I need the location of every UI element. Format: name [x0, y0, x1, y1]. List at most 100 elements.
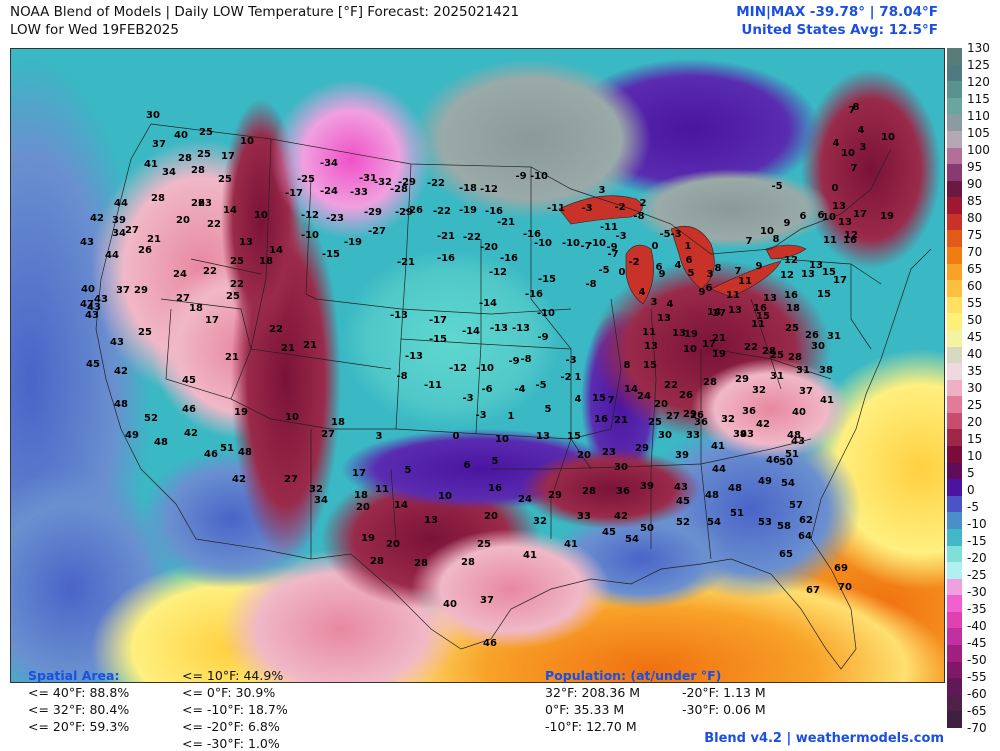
temperature-label: 46	[483, 638, 497, 649]
temperature-label: 48	[154, 437, 168, 448]
temperature-label: 45	[182, 375, 196, 386]
temperature-label: 65	[779, 549, 793, 560]
temperature-label: 11	[726, 290, 740, 301]
temperature-label: -8	[396, 371, 407, 382]
minmax-readout: MIN|MAX -39.78° | 78.04°F	[736, 4, 938, 20]
temperature-label: 62	[799, 515, 813, 526]
temperature-label: 12	[844, 230, 858, 241]
temperature-label: 32	[721, 414, 735, 425]
temperature-label: -5	[598, 265, 609, 276]
temperature-label: 11	[823, 235, 837, 246]
color-scale-segment	[947, 97, 962, 115]
color-scale-tick: -10	[967, 517, 987, 531]
color-scale-tick: 120	[967, 75, 990, 89]
temperature-label: 41	[820, 395, 834, 406]
temperature-label: 9	[784, 218, 791, 229]
temperature-label: 25	[785, 323, 799, 334]
temperature-label: 18	[189, 303, 203, 314]
temperature-label: -29	[398, 177, 416, 188]
temperature-label: 4	[667, 299, 674, 310]
temperature-label: -22	[463, 232, 481, 243]
temperature-label: -18	[459, 183, 477, 194]
temperature-label: 25	[138, 327, 152, 338]
temperature-label: -5	[535, 380, 546, 391]
color-scale-segment	[947, 313, 962, 331]
temperature-label: 0	[619, 267, 626, 278]
temperature-label: 43	[110, 337, 124, 348]
temperature-label: 51	[220, 443, 234, 454]
temperature-label: 14	[394, 500, 408, 511]
color-scale-tick: 125	[967, 58, 990, 72]
temperature-label: 39	[112, 215, 126, 226]
color-scale-segment	[947, 164, 962, 182]
temperature-label: 29	[683, 409, 697, 420]
temperature-label: 13	[536, 431, 550, 442]
temperature-label: 0	[453, 431, 460, 442]
temperature-label: 25	[218, 174, 232, 185]
color-scale-tick: 15	[967, 432, 983, 446]
color-scale-tick: 110	[967, 109, 990, 123]
temperature-label: 22	[207, 219, 221, 230]
temperature-label: 32	[752, 385, 766, 396]
temperature-label: 15	[643, 360, 657, 371]
color-scale-tick: 50	[967, 313, 983, 327]
temperature-label: 15	[756, 311, 770, 322]
temperature-label: 28	[762, 346, 776, 357]
temperature-label: 48	[114, 399, 128, 410]
temperature-label: 13	[728, 305, 742, 316]
temperature-label: 45	[676, 496, 690, 507]
temperature-label: 46	[204, 449, 218, 460]
temperature-label: -21	[437, 231, 455, 242]
temperature-label: 30	[146, 110, 160, 121]
temperature-label: 27	[176, 293, 190, 304]
temperature-label: -9	[515, 171, 526, 182]
temperature-label: 42	[614, 511, 628, 522]
temperature-label: 18	[786, 303, 800, 314]
temperature-label: -7	[580, 241, 591, 252]
temperature-label: -16	[525, 289, 543, 300]
color-scale-tick: -40	[967, 619, 987, 633]
temperature-label: 13	[832, 201, 846, 212]
temperature-label: 3	[599, 185, 606, 196]
temperature-label: 26	[679, 390, 693, 401]
temperature-label: 29	[548, 490, 562, 501]
temperature-label: 50	[779, 457, 793, 468]
color-scale-segment	[947, 64, 962, 82]
color-scale-segment	[947, 661, 962, 679]
color-scale-segment	[947, 114, 962, 132]
temperature-label: 21	[225, 352, 239, 363]
color-scale-segment	[947, 81, 962, 99]
temperature-label: -14	[462, 326, 480, 337]
color-scale-segment	[947, 296, 962, 314]
color-scale-tick: 130	[967, 41, 990, 55]
population-stat-0: 0°F: 35.33 M	[545, 702, 625, 717]
temperature-label: 8	[624, 360, 631, 371]
temperature-label: 43	[674, 482, 688, 493]
temperature-label: 25	[197, 149, 211, 160]
temperature-label: 34	[314, 495, 328, 506]
temperature-label: -16	[523, 229, 541, 240]
temperature-label: -32	[374, 177, 392, 188]
temperature-label: 58	[777, 521, 791, 532]
temperature-label: 13	[838, 217, 852, 228]
temperature-label: -33	[350, 187, 368, 198]
temperature-label: 26	[191, 198, 205, 209]
temperature-label: 40	[174, 130, 188, 141]
color-scale-tick: -35	[967, 602, 987, 616]
temperature-label: -26	[405, 205, 423, 216]
temperature-label: -21	[497, 217, 515, 228]
temperature-label: -12	[301, 210, 319, 221]
temperature-label: 31	[796, 365, 810, 376]
color-scale-tick: -45	[967, 636, 987, 650]
temperature-label: 27	[321, 429, 335, 440]
temperature-label: -12	[449, 363, 467, 374]
temperature-label: 23	[198, 198, 212, 209]
temperature-label: -14	[479, 298, 497, 309]
temperature-label: 49	[125, 430, 139, 441]
temperature-label: 13	[644, 341, 658, 352]
temperature-label: 6	[656, 262, 663, 273]
color-scale-tick: -15	[967, 534, 987, 548]
temperature-label: -3	[462, 393, 473, 404]
temperature-label: 15	[592, 393, 606, 404]
temperature-label: 28	[191, 165, 205, 176]
